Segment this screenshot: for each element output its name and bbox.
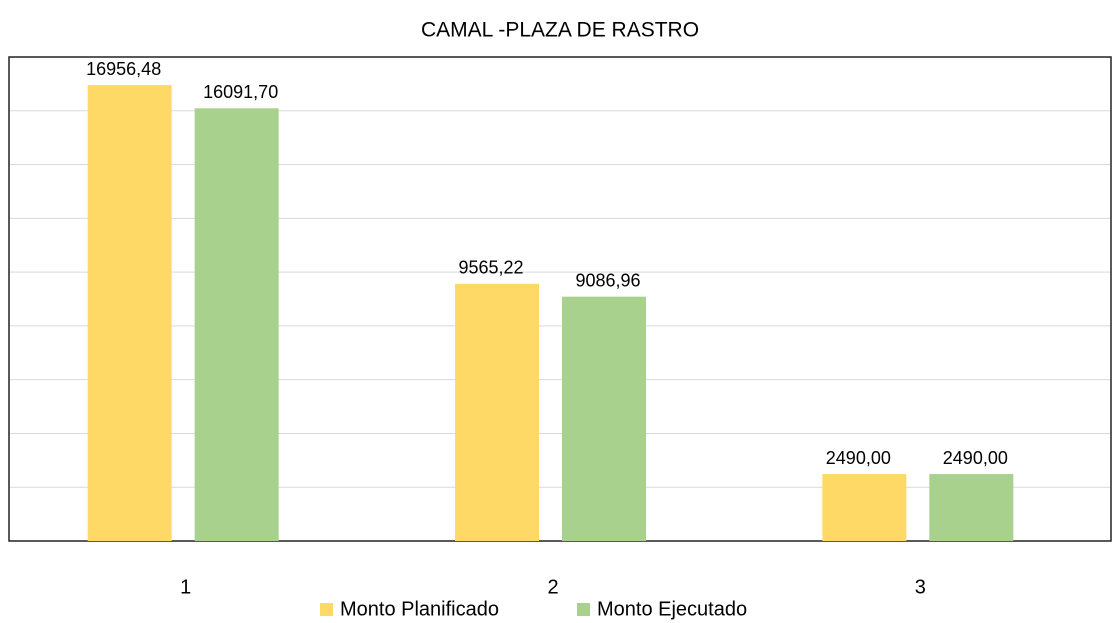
x-tick-label: 3 — [915, 576, 926, 598]
data-label: 9565,22 — [458, 258, 523, 278]
plot-frame — [8, 56, 1112, 542]
bar — [87, 85, 172, 542]
data-label: 2490,00 — [943, 448, 1008, 468]
x-tick-label: 1 — [180, 576, 191, 598]
data-label: 2490,00 — [826, 448, 891, 468]
legend-label: Monto Ejecutado — [597, 598, 747, 620]
legend-swatch — [577, 603, 590, 616]
legend-swatch — [320, 603, 333, 616]
data-label: 16956,48 — [86, 59, 161, 79]
legend-label: Monto Planificado — [340, 598, 499, 620]
bar — [194, 108, 279, 541]
chart-title: CAMAL -PLAZA DE RASTRO — [421, 19, 699, 42]
data-label: 9086,96 — [575, 270, 640, 290]
bar — [929, 474, 1014, 541]
bar — [455, 283, 539, 541]
x-tick-label: 2 — [547, 576, 558, 598]
bar — [562, 296, 646, 541]
bar — [822, 474, 907, 541]
data-label: 16091,70 — [203, 82, 278, 102]
